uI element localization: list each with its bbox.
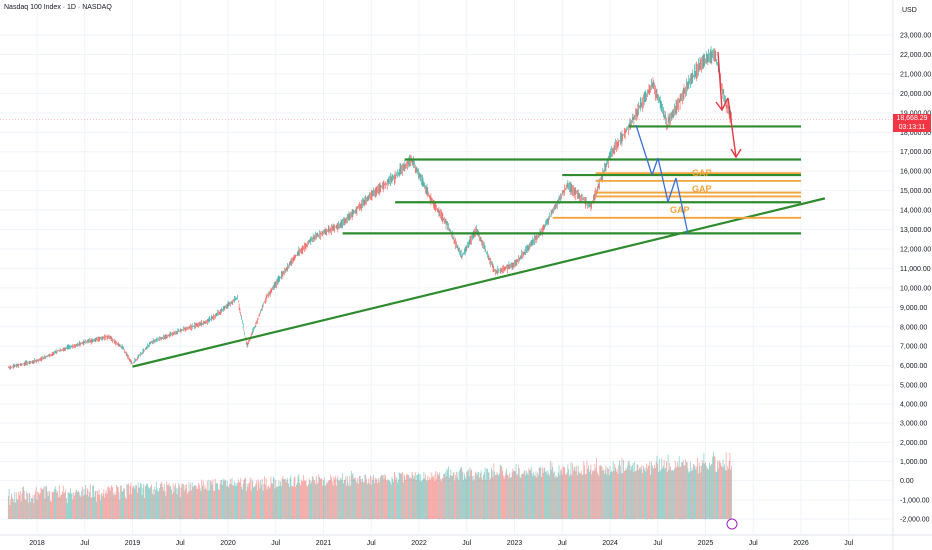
price-tick-label: 21,000.00 — [900, 71, 931, 78]
drawing-overlays: GAP GAP GAP — [0, 51, 893, 530]
time-tick-label: Jul — [176, 540, 185, 547]
time-tick-label: 2026 — [793, 540, 809, 547]
price-tick-label: 5,000.00 — [900, 383, 927, 390]
time-tick-label: Jul — [462, 540, 471, 547]
volume-tick-label: 2,000.00 — [900, 440, 927, 447]
axes: 23,000.00 22,000.00 21,000.00 20,000.00 19,0… — [29, 33, 931, 548]
bar-countdown: 03:13:11 — [898, 124, 926, 131]
price-tick-label: 17,000.00 — [900, 149, 931, 156]
time-tick-label: Jul — [653, 540, 662, 547]
time-tick-label: 2022 — [411, 540, 427, 547]
symbol-title[interactable]: Nasdaq 100 Index · 1D · NASDAQ — [4, 4, 112, 11]
price-tick-label: 15,000.00 — [900, 188, 931, 195]
event-icon — [726, 518, 738, 530]
time-tick-label: Jul — [80, 540, 89, 547]
time-tick-label: Jul — [844, 540, 853, 547]
time-tick-label: 2019 — [125, 540, 141, 547]
price-tick-label: 12,000.00 — [900, 246, 931, 253]
price-tick-label: 18,000.00 — [900, 130, 931, 137]
price-tick-label: 8,000.00 — [900, 324, 927, 331]
price-tick-label: 22,000.00 — [900, 52, 931, 59]
blue-projection-arrow — [667, 177, 677, 203]
time-tick-label: 2023 — [507, 540, 523, 547]
red-arrowhead — [715, 97, 729, 112]
price-tick-label: 10,000.00 — [900, 285, 931, 292]
ascending-trendline — [132, 197, 826, 368]
time-tick-label: Jul — [749, 540, 758, 547]
price-tick-label: 20,000.00 — [900, 91, 931, 98]
time-tick-label: Jul — [271, 540, 280, 547]
gap-label: GAP — [670, 205, 690, 215]
blue-projection-arrow — [635, 124, 653, 176]
gap-label: GAP — [692, 184, 712, 194]
time-tick-label: Jul — [367, 540, 376, 547]
red-projection-arrow — [717, 51, 723, 111]
time-tick-label: 2021 — [316, 540, 332, 547]
current-price-badge: 18,668.29 03:13:11 — [893, 114, 931, 132]
gap-label: GAP — [692, 168, 712, 178]
price-tick-label: 16,000.00 — [900, 169, 931, 176]
price-tick-label: 9,000.00 — [900, 305, 927, 312]
price-tick-label: 14,000.00 — [900, 208, 931, 215]
price-tick-label: 11,000.00 — [900, 266, 931, 273]
volume-tick-label: -2,000.00 — [900, 517, 930, 524]
price-tick-label: 23,000.00 — [900, 33, 931, 40]
volume-bars — [7, 452, 732, 519]
volume-tick-label: -1,000.00 — [900, 497, 930, 504]
volume-tick-label: 4,000.00 — [900, 402, 927, 409]
blue-projection-arrow — [651, 157, 659, 176]
price-series — [8, 46, 732, 370]
time-tick-label: Jul — [558, 540, 567, 547]
currency-label[interactable]: USD — [902, 7, 917, 14]
blue-projection-arrow — [675, 177, 689, 235]
time-tick-label: 2018 — [29, 540, 45, 547]
red-projection-arrow — [727, 97, 737, 158]
time-tick-label: 2025 — [698, 540, 714, 547]
volume-tick-label: 3,000.00 — [900, 421, 927, 428]
price-tick-label: 7,000.00 — [900, 344, 927, 351]
volume-tick-label: 0.00 — [900, 478, 914, 485]
time-tick-label: 2020 — [220, 540, 236, 547]
price-tick-label: 19,000.00 — [900, 110, 931, 117]
current-price: 18,668.29 — [896, 115, 928, 122]
price-tick-label: 6,000.00 — [900, 363, 927, 370]
blue-projection-arrow — [657, 157, 669, 203]
time-tick-label: 2024 — [602, 540, 618, 547]
price-tick-label: 13,000.00 — [900, 227, 931, 234]
volume-tick-label: 1,000.00 — [900, 459, 927, 466]
red-arrowhead — [730, 148, 742, 159]
